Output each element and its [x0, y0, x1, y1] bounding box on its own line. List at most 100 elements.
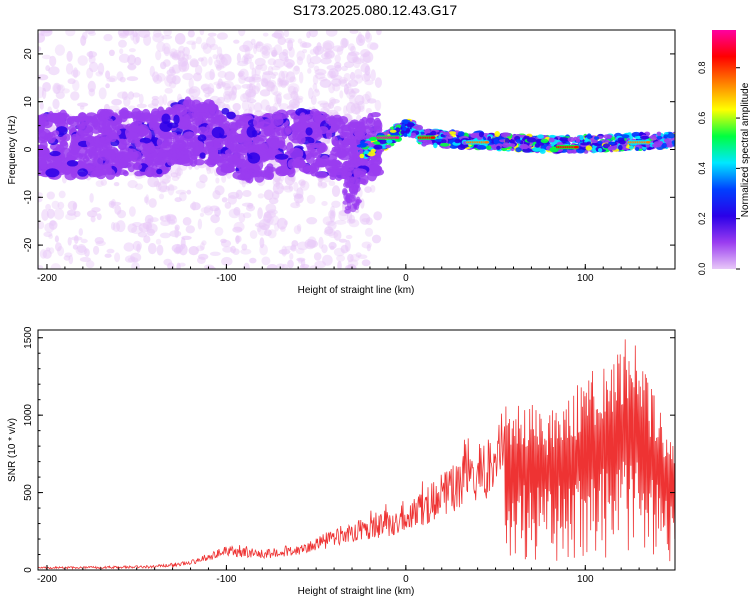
- spectrogram-cell: [159, 215, 164, 221]
- spectrogram-cell: [56, 84, 65, 93]
- spectrogram-cell: [338, 78, 347, 85]
- spectrogram-cell: [345, 234, 353, 240]
- spectrogram-cell: [157, 181, 168, 193]
- spectrogram-cell: [221, 81, 226, 87]
- spectrogram-cell: [333, 105, 342, 112]
- spectrogram-cell: [182, 99, 196, 108]
- spectrogram-cell: [333, 229, 342, 241]
- spectrogram-cell: [350, 103, 362, 115]
- spectrogram-cell: [94, 237, 105, 244]
- spectrogram-cell: [80, 238, 88, 244]
- spectrogram-cell: [191, 201, 197, 211]
- spectrogram-cell: [112, 222, 121, 233]
- spectrogram-cell: [376, 30, 382, 36]
- spectrogram-cell: [297, 241, 309, 251]
- y-tick-label: -20: [23, 237, 34, 252]
- spectrogram-cell: [158, 193, 165, 200]
- spectrogram-cell: [98, 136, 111, 146]
- spectrogram-cell: [284, 245, 297, 251]
- spectrogram-cell: [215, 98, 222, 106]
- spectrogram-y-axis: 20 10 0 -10 -20: [23, 29, 675, 270]
- spectrogram-cell: [295, 247, 305, 255]
- spectrogram-cell: [216, 165, 229, 176]
- spectrogram-cell: [354, 68, 363, 79]
- spectrogram-cell: [663, 134, 668, 139]
- spectrogram-cell: [365, 30, 371, 40]
- spectrogram-cell: [132, 240, 142, 251]
- spectrogram-cell: [242, 190, 252, 197]
- spectrogram-cell: [270, 73, 276, 79]
- spectrogram-cell: [608, 145, 617, 151]
- spectrogram-cell: [76, 244, 87, 253]
- spectrogram-cell: [238, 212, 246, 223]
- spectrogram-cell: [40, 30, 53, 37]
- spectrogram-cell: [288, 85, 296, 96]
- spectrogram-cell: [185, 225, 195, 234]
- spectrogram-cell: [321, 244, 328, 254]
- spectrogram-cell: [128, 48, 136, 53]
- spectrogram-cell: [151, 95, 159, 101]
- spectrogram-cell: [192, 72, 202, 82]
- spectrogram-cell: [164, 213, 177, 222]
- spectrogram-cell: [603, 134, 613, 139]
- spectrogram-cell: [221, 174, 227, 183]
- spectrogram-cell: [344, 177, 348, 187]
- spectrogram-cell: [293, 181, 299, 192]
- spectrogram-cell: [293, 192, 298, 198]
- spectrogram-cell: [502, 142, 510, 148]
- spectrogram-cell: [579, 135, 584, 141]
- spectrogram-cell: [182, 217, 192, 226]
- spectrogram-cell: [325, 50, 335, 60]
- spectrogram-cell: [79, 105, 85, 110]
- y-tick-label: 1000: [23, 404, 34, 427]
- spectrogram-cell: [324, 226, 334, 235]
- spectrogram-cell: [364, 150, 369, 155]
- spectrogram-cell: [300, 264, 310, 269]
- spectrogram-cell: [156, 41, 166, 52]
- spectrogram-cell: [337, 260, 342, 269]
- spectrogram-cell: [148, 243, 157, 255]
- spectrogram-cell: [153, 30, 162, 38]
- spectrogram-cell: [296, 257, 306, 262]
- spectrogram-cell: [285, 125, 293, 135]
- spectrogram-cell: [188, 78, 194, 89]
- spectrogram-cell: [233, 39, 240, 44]
- spectrogram-cell: [243, 115, 251, 122]
- spectrogram-cell: [197, 126, 209, 135]
- spectrogram-cell: [307, 61, 315, 69]
- spectrogram-cell: [329, 174, 336, 181]
- spectrogram-cell: [53, 208, 65, 220]
- spectrogram-cell: [127, 180, 138, 189]
- spectrogram-cell: [228, 129, 237, 137]
- spectrogram-cell: [640, 135, 650, 140]
- spectrogram-cell: [266, 79, 277, 89]
- spectrogram-cell: [374, 99, 382, 111]
- spectrogram-cell: [175, 189, 187, 195]
- spectrogram-cell: [85, 260, 95, 269]
- spectrogram-cell: [216, 153, 229, 164]
- spectrogram-cell: [365, 107, 372, 114]
- spectrogram-cell: [213, 81, 225, 86]
- spectrogram-cell: [52, 98, 60, 110]
- spectrogram-cell: [282, 49, 289, 56]
- spectrogram-cell: [322, 216, 333, 226]
- snr-x-label: Height of straight line (km): [298, 586, 415, 597]
- spectrogram-cell: [294, 97, 304, 104]
- spectrogram-cell: [346, 176, 355, 183]
- spectrogram-cell: [299, 71, 304, 84]
- spectrogram-cell: [297, 38, 303, 44]
- spectrogram-cell: [307, 68, 312, 74]
- spectrogram-cell: [188, 246, 199, 256]
- spectrogram-cell: [197, 134, 207, 142]
- spectrogram-cell: [152, 32, 165, 43]
- spectrogram-cell: [155, 238, 162, 245]
- spectrogram-cell: [142, 221, 153, 230]
- spectrogram-cell: [102, 122, 111, 130]
- spectrogram-cell: [336, 139, 344, 150]
- spectrogram-cell: [288, 98, 300, 109]
- spectrogram-cell: [127, 54, 136, 66]
- spectrogram-cell: [147, 176, 159, 188]
- spectrogram-cell: [178, 262, 186, 267]
- spectrogram-cell: [216, 64, 222, 71]
- spectrogram-cell: [208, 151, 219, 160]
